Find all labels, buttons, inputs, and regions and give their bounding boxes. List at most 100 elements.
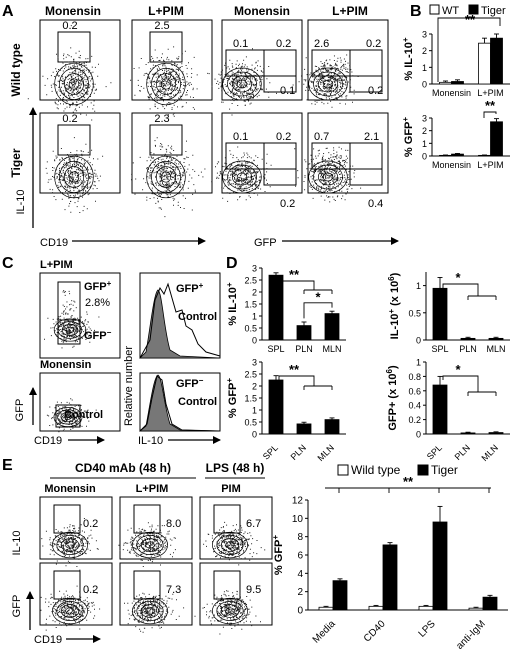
flow-contour [225, 541, 235, 549]
flow-dot [62, 304, 64, 306]
c-control-label: Control [64, 409, 103, 421]
flow-dot [333, 153, 335, 155]
flow-contour [56, 535, 84, 555]
flow-contour [53, 318, 87, 342]
y-axis-label: GFP+ (x 106) [385, 365, 399, 431]
flow-plot-frame [39, 272, 121, 359]
bar-mln [488, 432, 504, 435]
flow-dot [331, 159, 333, 161]
flow-contour [308, 67, 348, 101]
a-val-tg-gfp-mon-tr: 0.2 [276, 131, 291, 143]
y-tick-label: 3 [422, 30, 427, 40]
flow-dot [331, 162, 333, 164]
flow-contour [136, 601, 164, 621]
c-ylabel-hist: Relative number [123, 346, 135, 426]
chart-d-bottom-right: 0 0.2 0.4 0.6 0.8 1 GFP+ (x 106) SPL PLN MLN * [385, 358, 510, 464]
c-gfp-minus-label: GFP− [84, 328, 112, 342]
flow-dot [322, 155, 324, 157]
flow-dot [340, 157, 342, 159]
flow-contour [317, 168, 339, 186]
flow-plot-frame [199, 496, 273, 560]
flow-contour [225, 607, 235, 615]
e-val-6: 9.5 [246, 584, 261, 596]
flow-dot [64, 294, 66, 296]
flow-dot [345, 60, 347, 62]
y-tick-label: 1 [416, 281, 421, 291]
significance-mark: ** [465, 12, 476, 27]
flow-dot [335, 68, 337, 70]
flow-plot-frame [131, 19, 213, 101]
e-ylabel-gfp: GFP [11, 595, 23, 618]
flow-dot [322, 65, 324, 67]
a-val-wt-mon: 0.2 [62, 20, 77, 32]
flow-contour [151, 68, 181, 100]
flow-contour [155, 73, 177, 95]
flow-dot [318, 67, 320, 69]
c-hist-control-fill-bottom [138, 374, 221, 432]
x-tick-label: SPL [267, 344, 284, 354]
flow-gate-q1 [349, 49, 383, 77]
bar-media-wild-type [318, 606, 334, 611]
flow-gate [133, 504, 161, 534]
y-tick-label: 3 [422, 114, 427, 124]
flow-dot [340, 66, 342, 68]
bar-l-pim-wt [478, 42, 491, 85]
flow-dot [347, 157, 349, 159]
flow-dot [67, 313, 69, 315]
a-row-label-tiger: Tiger [9, 148, 23, 177]
e-legend-swatch-wt [337, 464, 349, 476]
y-tick-label: 0 [252, 336, 257, 346]
c-plots [39, 272, 221, 433]
flow-dot [347, 62, 349, 64]
flow-dot [332, 68, 334, 70]
flow-dot [343, 66, 345, 68]
flow-contour [140, 538, 160, 552]
flow-dot-cloud [294, 146, 362, 203]
y-tick-label: 0 [422, 80, 427, 90]
flow-contour [308, 160, 348, 194]
y-tick-label: 6 [297, 551, 303, 562]
y-tick-label: 2 [422, 46, 427, 56]
bar-monensin-wt [439, 154, 452, 157]
flow-dot [327, 62, 329, 64]
flow-dot [322, 67, 324, 69]
c-hist-gfp-minus-line [139, 375, 221, 432]
bar-monensin-tiger [451, 81, 464, 85]
y-tick-label: 1 [252, 312, 257, 322]
flow-dot [70, 303, 72, 305]
y-tick-label: 1.5 [244, 394, 257, 404]
flow-contour [227, 164, 257, 190]
y-tick-label: 0.5 [408, 308, 421, 318]
bar-pln [296, 325, 312, 341]
y-tick-label: 10 [292, 514, 304, 525]
flow-dot [327, 164, 329, 166]
flow-plot-frame [131, 112, 213, 194]
x-tick-label: MLN [479, 443, 500, 464]
flow-dot [346, 162, 348, 164]
flow-dot [69, 309, 71, 311]
a-flow-plots [27, 19, 389, 218]
flow-contour [155, 166, 177, 188]
flow-dot [339, 162, 341, 164]
flow-dot [346, 54, 348, 56]
flow-contour [236, 79, 248, 89]
flow-contour [317, 75, 339, 93]
flow-dot [343, 160, 345, 162]
flow-dot [320, 61, 322, 63]
flow-dot-cloud [199, 521, 266, 566]
flow-dot [340, 61, 342, 63]
flow-dot [339, 164, 341, 166]
flow-plot-frame [39, 372, 121, 432]
y-tick-label: 0 [252, 430, 257, 440]
flow-dot [68, 290, 70, 292]
flow-dot [333, 55, 335, 57]
y-tick-label: 2.5 [244, 276, 257, 286]
e-flow-plots [39, 496, 273, 635]
c-hist-gfp-plus: GFP+ [176, 281, 204, 295]
x-tick-label: Monensin [432, 160, 471, 170]
e-col-header-3: PIM [221, 483, 241, 495]
flow-dot [339, 57, 341, 59]
flow-dot [335, 71, 337, 73]
flow-dot [341, 155, 343, 157]
